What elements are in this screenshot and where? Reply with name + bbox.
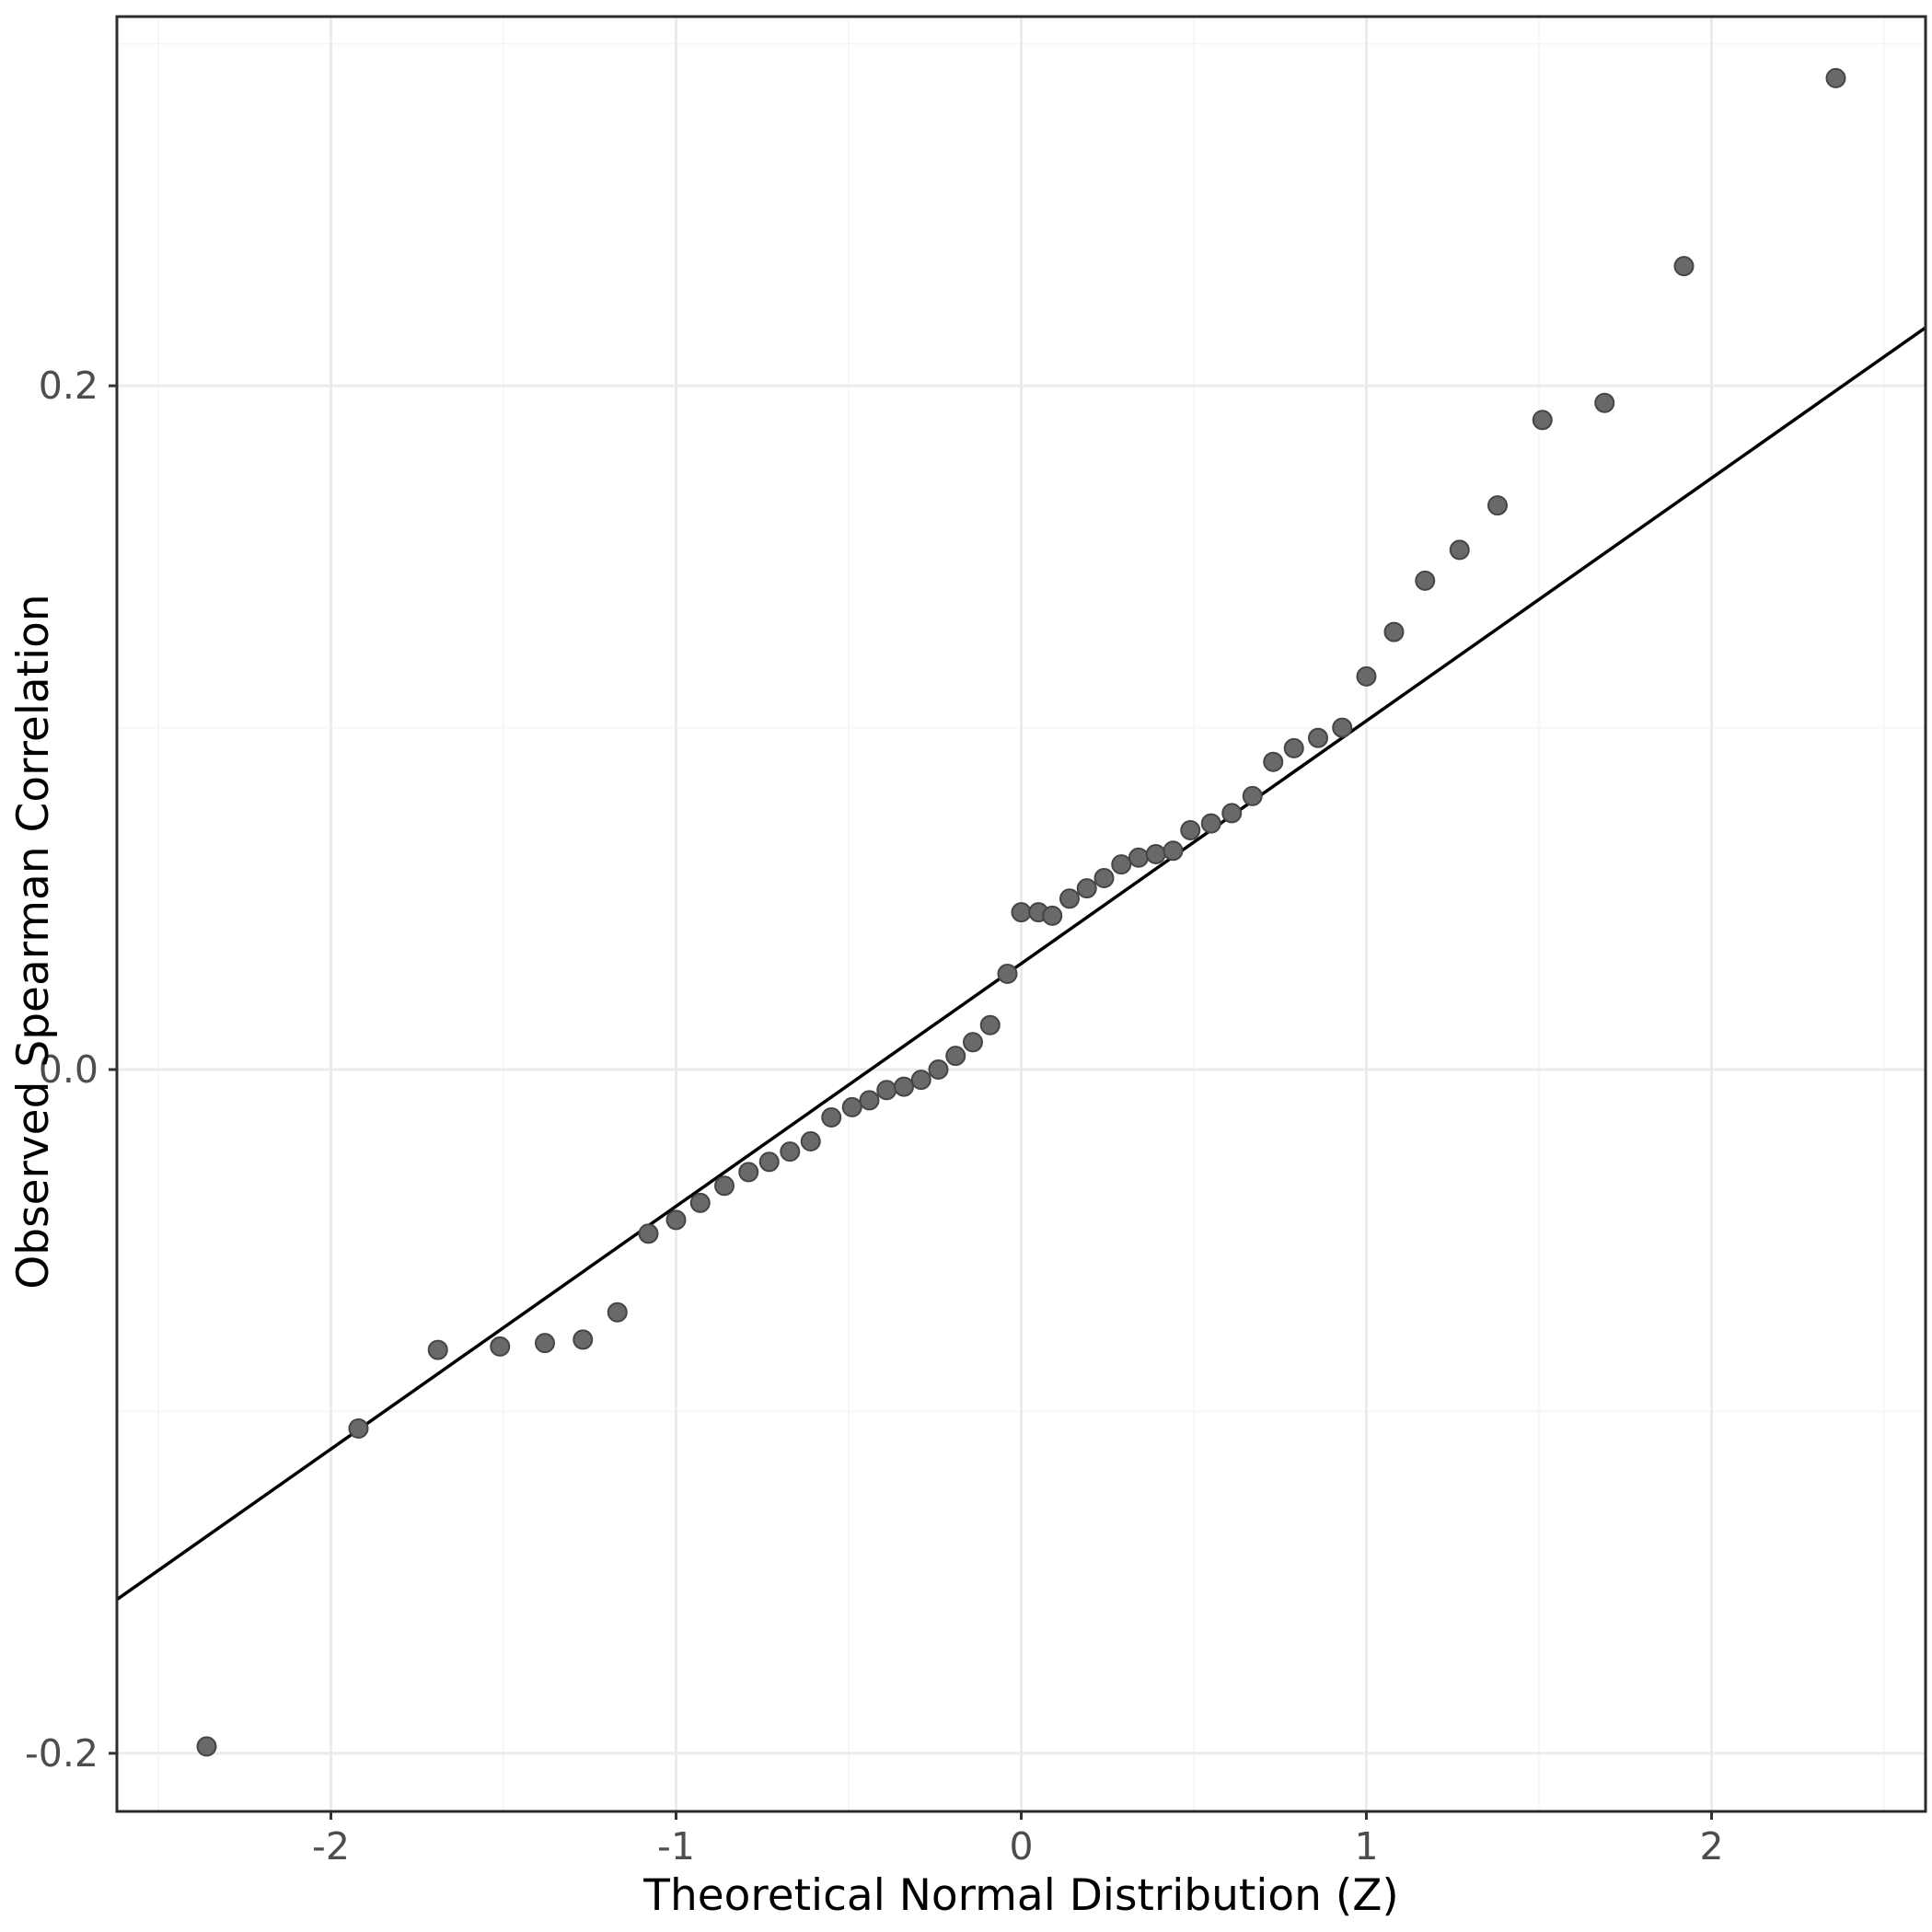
data-point: [876, 1080, 897, 1101]
data-point: [758, 1151, 780, 1173]
data-point: [1145, 844, 1166, 864]
data-point: [638, 1223, 659, 1244]
data-point: [1163, 840, 1184, 862]
data-point: [714, 1175, 735, 1197]
data-point: [348, 1418, 369, 1439]
x-tick-label: -2: [312, 1824, 350, 1868]
data-point: [1308, 727, 1328, 748]
data-point: [1093, 868, 1115, 888]
data-point: [1283, 737, 1304, 758]
data-point: [427, 1339, 448, 1360]
data-point: [1180, 820, 1201, 840]
data-point: [800, 1131, 821, 1151]
data-point: [1449, 539, 1470, 561]
data-point: [780, 1141, 801, 1163]
data-point: [1532, 410, 1553, 431]
data-point: [1263, 751, 1284, 772]
y-tick-label: -0.2: [25, 1731, 98, 1776]
data-point: [1415, 570, 1436, 591]
data-point: [1332, 717, 1353, 738]
data-point: [1128, 847, 1149, 868]
data-point: [1242, 785, 1263, 806]
data-point: [1594, 392, 1615, 413]
y-tick-label: 0.0: [39, 1047, 98, 1092]
x-axis-title: Theoretical Normal Distribution (Z): [642, 1870, 1399, 1921]
data-point: [997, 964, 1018, 984]
data-point: [979, 1014, 1001, 1035]
scatter-points: [196, 67, 1846, 1757]
y-axis-tick-labels: -0.2 0.0 0.2: [25, 364, 98, 1776]
reference-line-layer: [115, 326, 1927, 1602]
data-point: [1673, 256, 1695, 277]
data-point: [928, 1059, 949, 1080]
data-point: [1200, 813, 1221, 834]
data-point: [1383, 621, 1405, 642]
data-point: [607, 1301, 628, 1323]
data-point: [1356, 665, 1377, 687]
x-axis-tick-labels: -2 -1 0 1 2: [312, 1824, 1723, 1868]
x-tick-label: -1: [657, 1824, 695, 1868]
data-point: [196, 1736, 217, 1757]
y-axis-title: Observed Spearman Correlation: [8, 594, 59, 1289]
data-point: [490, 1336, 511, 1357]
x-tick-label: 2: [1699, 1824, 1723, 1868]
data-point: [1076, 878, 1097, 899]
data-point: [535, 1333, 555, 1354]
reference-line: [115, 326, 1927, 1602]
grid-major-lines: [117, 17, 1926, 1811]
data-point: [910, 1070, 931, 1091]
data-point: [1487, 495, 1508, 516]
data-point: [738, 1162, 759, 1183]
data-point: [665, 1209, 687, 1231]
data-point: [1011, 902, 1032, 923]
data-point: [1042, 905, 1063, 926]
data-point: [859, 1090, 880, 1111]
data-point: [841, 1096, 862, 1117]
data-point: [573, 1329, 594, 1350]
data-point: [1221, 803, 1243, 824]
axis-tick-marks: [109, 384, 1713, 1820]
data-point: [1059, 888, 1080, 909]
data-point: [821, 1107, 842, 1128]
data-point: [894, 1076, 914, 1097]
data-point: [945, 1046, 966, 1067]
data-point: [1111, 854, 1132, 875]
y-tick-label: 0.2: [39, 364, 98, 408]
x-tick-label: 1: [1354, 1824, 1378, 1868]
x-tick-label: 0: [1009, 1824, 1033, 1868]
grid-minor-lines: [117, 17, 1926, 1811]
data-point: [963, 1032, 983, 1053]
data-point: [1825, 67, 1846, 88]
data-point: [689, 1192, 711, 1213]
